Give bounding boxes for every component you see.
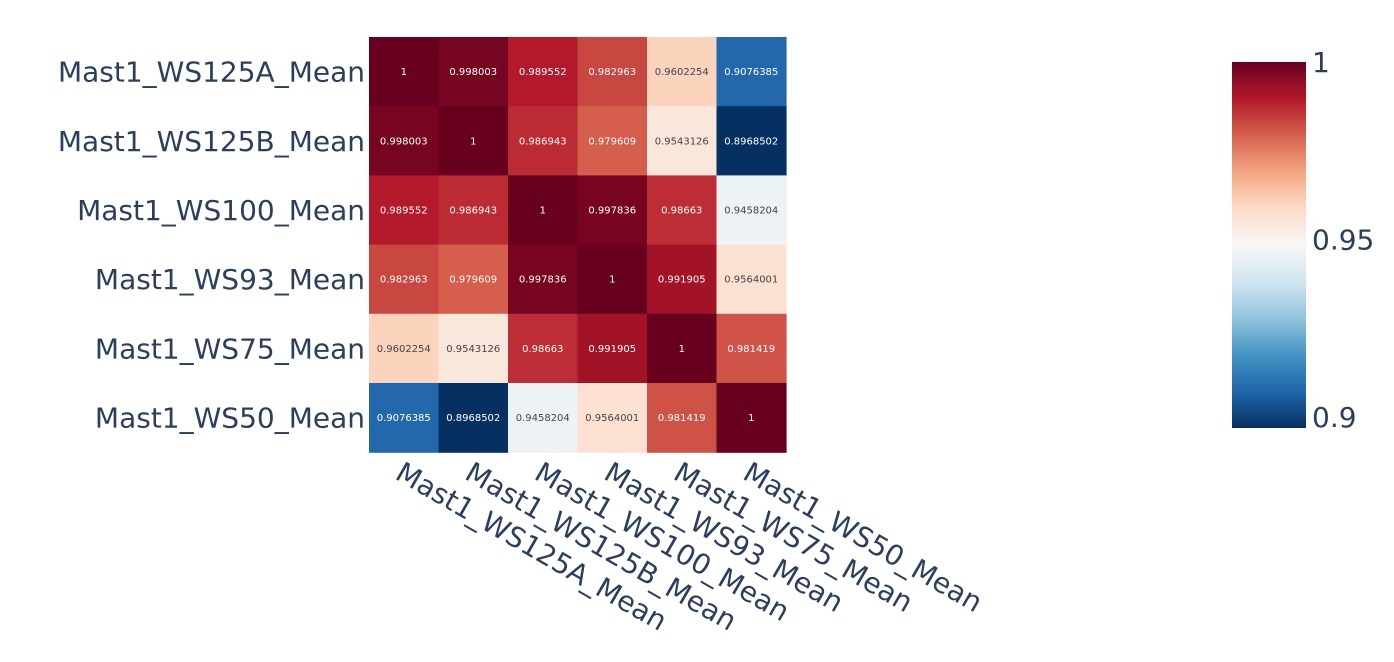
colorbar (1232, 62, 1306, 428)
heatmap-cell (369, 37, 440, 107)
heatmap-cell (508, 106, 579, 176)
heatmap-cell (647, 383, 718, 453)
heatmap-cell (716, 175, 787, 246)
heatmap-cell (508, 244, 579, 315)
heatmap-cell-label: 0.998003 (449, 67, 497, 78)
heatmap-cell-label: 0.9076385 (377, 413, 431, 424)
colorbar-gradient (1232, 62, 1306, 428)
heatmap-cell-label: 0.986943 (519, 136, 567, 147)
heatmap-cell-label: 0.989552 (380, 206, 428, 217)
heatmap-cell (369, 106, 440, 176)
heatmap-cell (508, 37, 579, 107)
heatmap-cell-label: 1 (748, 413, 754, 424)
y-axis-tick-label: Mast1_WS100_Mean (77, 194, 365, 227)
heatmap-cell-label: 0.8968502 (446, 413, 500, 424)
y-axis-tick-label: Mast1_WS125B_Mean (58, 125, 365, 158)
heatmap-cell (369, 313, 440, 384)
heatmap-cell-label: 0.979609 (449, 275, 497, 286)
heatmap-cell-label: 0.997836 (519, 275, 567, 286)
heatmap-cell-label: 0.979609 (588, 136, 636, 147)
colorbar-tick-labels: 0.9 0.95 1 (1312, 46, 1374, 434)
heatmap-cell-label: 0.98663 (522, 344, 563, 355)
heatmap-cell (508, 383, 579, 453)
heatmap-cell-label: 0.991905 (588, 344, 636, 355)
y-axis-tick-label: Mast1_WS93_Mean (95, 263, 365, 296)
heatmap-cell (438, 383, 509, 453)
heatmap-cell (647, 244, 718, 315)
heatmap-cell (438, 106, 509, 176)
heatmap-cell (577, 313, 648, 384)
heatmap-cell-label: 0.997836 (588, 206, 636, 217)
y-axis-tick-label: Mast1_WS75_Mean (95, 332, 365, 365)
heatmap-cell (647, 313, 718, 384)
colorbar-tick-label: 1 (1312, 46, 1330, 79)
heatmap-cell (716, 244, 787, 315)
heatmap-cell (716, 106, 787, 176)
heatmap-cell-label: 0.986943 (449, 206, 497, 217)
heatmap-cell-label: 0.982963 (380, 275, 428, 286)
colorbar-tick-label: 0.9 (1312, 401, 1357, 434)
heatmap-cell (647, 106, 718, 176)
heatmap-cell-label: 0.9564001 (585, 413, 639, 424)
heatmap-cell (438, 244, 509, 315)
heatmap-cell-label: 0.9458204 (724, 206, 778, 217)
heatmap-cell-label: 0.9602254 (655, 67, 709, 78)
y-axis-tick-label: Mast1_WS50_Mean (95, 402, 365, 435)
heatmap-cell (577, 175, 648, 246)
heatmap-cell (369, 175, 440, 246)
heatmap-cell-label: 0.9602254 (377, 344, 431, 355)
heatmap-cell (647, 37, 718, 107)
heatmap-cell-label: 0.982963 (588, 67, 636, 78)
heatmap-cell-label: 1 (609, 275, 615, 286)
heatmap-cell (716, 313, 787, 384)
heatmap-cell (577, 37, 648, 107)
heatmap-cell-label: 0.981419 (727, 344, 775, 355)
heatmap-cell-label: 0.9458204 (516, 413, 570, 424)
heatmap-cell (508, 175, 579, 246)
colorbar-tick-label: 0.95 (1312, 223, 1374, 256)
heatmap-cells (369, 37, 787, 453)
heatmap-cell-label: 0.991905 (658, 275, 706, 286)
heatmap-cell (369, 383, 440, 453)
heatmap-cell (508, 313, 579, 384)
heatmap-cell-label: 0.9543126 (655, 136, 709, 147)
heatmap-cell-labels: 1 0.998003 0.989552 0.982963 0.9602254 0.9076… (377, 67, 779, 424)
heatmap-cell (577, 244, 648, 315)
heatmap-cell-label: 0.9543126 (446, 344, 500, 355)
heatmap-cell-label: 1 (540, 206, 546, 217)
x-axis-tick-labels: Mast1_WS125A_MeanMast1_WS125B_MeanMast1_… (390, 455, 988, 637)
heatmap-cell-label: 0.998003 (380, 136, 428, 147)
y-axis-tick-label: Mast1_WS125A_Mean (58, 56, 365, 89)
heatmap-cell-label: 0.989552 (519, 67, 567, 78)
heatmap-cell-label: 1 (470, 136, 476, 147)
heatmap-cell-label: 0.981419 (658, 413, 706, 424)
heatmap-cell-label: 0.8968502 (724, 136, 778, 147)
heatmap-cell-label: 0.9076385 (724, 67, 778, 78)
heatmap-cell-label: 1 (401, 67, 407, 78)
heatmap-cell (438, 37, 509, 107)
heatmap-cell (438, 175, 509, 246)
heatmap-cell-label: 0.98663 (661, 206, 702, 217)
y-axis-tick-labels: Mast1_WS125A_Mean Mast1_WS125B_Mean Mast1_… (58, 56, 365, 435)
heatmap-cell (716, 383, 787, 453)
heatmap-cell (716, 37, 787, 107)
heatmap-cell-label: 0.9564001 (724, 275, 778, 286)
heatmap-cell (438, 313, 509, 384)
heatmap-cell (647, 175, 718, 246)
heatmap-cell (577, 106, 648, 176)
heatmap-cell (577, 383, 648, 453)
heatmap-cell (369, 244, 440, 315)
heatmap-cell-label: 1 (679, 344, 685, 355)
